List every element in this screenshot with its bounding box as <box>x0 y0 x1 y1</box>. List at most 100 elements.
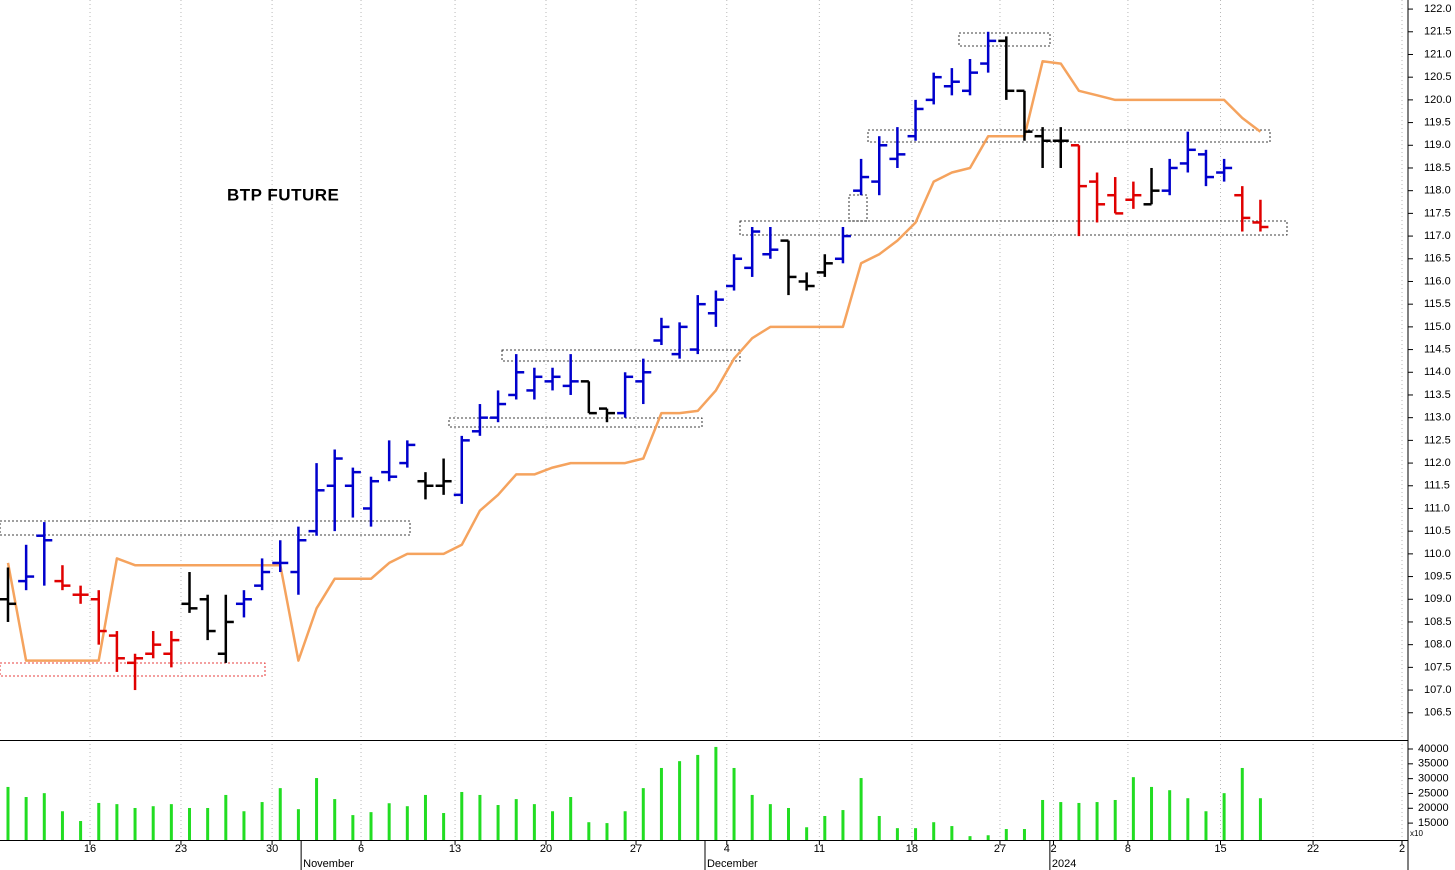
y-tick-label: 118.5 <box>1424 162 1451 174</box>
volume-bar <box>24 797 28 840</box>
volume-bar <box>1240 767 1244 840</box>
ohlc-bar <box>1197 149 1214 187</box>
volume-bar <box>1041 799 1045 840</box>
volume-bar <box>750 794 754 840</box>
y-tick-label: 119.0 <box>1424 139 1451 151</box>
y-tick-label: 35000 <box>1418 758 1449 770</box>
ohlc-bar <box>381 440 398 482</box>
x-tick-label: 6 <box>358 843 364 855</box>
volume-bar <box>659 767 663 840</box>
volume-bar <box>532 804 536 840</box>
ohlc-bar <box>943 68 960 96</box>
x-major-tick-label: December <box>707 858 758 870</box>
ohlc-bar <box>326 449 343 532</box>
ohlc-bar <box>127 653 144 691</box>
ohlc-bar <box>726 254 743 291</box>
x-tick-label: 2 <box>1399 843 1405 855</box>
ohlc-bar <box>72 585 89 604</box>
y-tick-label: 111.0 <box>1424 502 1450 514</box>
range-box <box>0 520 411 536</box>
ohlc-bar <box>1234 186 1251 232</box>
volume-bar <box>1258 798 1262 840</box>
ohlc-bar <box>235 590 252 618</box>
ohlc-bar <box>1052 127 1069 168</box>
volume-bar <box>478 794 482 840</box>
volume-bar <box>587 822 591 840</box>
volume-bar <box>79 821 83 840</box>
ohlc-bar <box>980 31 997 73</box>
volume-axis-note: x10 <box>1410 829 1423 838</box>
volume-bar <box>551 811 555 840</box>
y-tick-label: 25000 <box>1418 787 1449 799</box>
volume-bar <box>986 835 990 840</box>
volume-bar <box>260 802 264 840</box>
ohlc-bar <box>399 440 416 468</box>
ohlc-bar <box>290 526 307 595</box>
ohlc-bar <box>834 226 851 264</box>
volume-bar <box>841 810 845 840</box>
ohlc-bar <box>707 290 724 327</box>
volume-bar <box>333 799 337 840</box>
ohlc-bar <box>36 522 53 586</box>
volume-bar <box>188 807 192 840</box>
ohlc-bar <box>0 567 16 622</box>
range-box <box>739 220 1288 236</box>
ohlc-bar <box>1070 144 1087 237</box>
x-tick-label: 2 <box>1050 843 1056 855</box>
volume-bar <box>805 827 809 840</box>
annotation-boxes <box>0 32 1288 677</box>
volume-bar <box>1059 802 1063 840</box>
volume-bar <box>387 803 391 840</box>
volume-bar <box>732 767 736 840</box>
y-tick-label: 108.0 <box>1424 639 1452 651</box>
volume-bar <box>206 807 210 840</box>
y-tick-label: 107.5 <box>1424 661 1452 673</box>
ohlc-bar <box>308 463 325 536</box>
ohlc-bar <box>108 631 125 672</box>
volume-bar <box>315 778 319 840</box>
x-tick-label: 18 <box>906 843 918 855</box>
volume-bar <box>60 811 64 840</box>
ohlc-bar <box>490 390 507 423</box>
ohlc-bar <box>471 404 488 436</box>
volume-bar <box>169 804 173 840</box>
volume-bar <box>1168 790 1172 840</box>
y-tick-label: 113.5 <box>1424 389 1451 401</box>
x-tick-label: 15 <box>1214 843 1226 855</box>
volume-bar <box>242 811 246 840</box>
x-tick-label: 30 <box>266 843 278 855</box>
volume-bar <box>1186 798 1190 840</box>
y-tick-label: 109.5 <box>1424 570 1452 582</box>
range-box <box>958 32 1051 47</box>
y-tick-label: 115.0 <box>1424 321 1451 333</box>
ohlc-bar <box>1016 89 1033 141</box>
volume-bar <box>1222 793 1226 840</box>
volume-bar <box>151 806 155 840</box>
ohlc-bar <box>90 590 107 645</box>
volume-bar <box>496 805 500 840</box>
volume-bar <box>877 815 881 840</box>
volume-bar <box>442 813 446 840</box>
volume-bar <box>1113 799 1117 840</box>
ohlc-bar <box>762 226 779 259</box>
y-tick-label: 110.0 <box>1424 548 1451 560</box>
volume-bar <box>696 754 700 840</box>
ohlc-bar <box>1034 127 1051 168</box>
volume-bar <box>605 823 609 840</box>
ohlc-bar <box>798 272 815 291</box>
ohlc-bar <box>435 458 452 495</box>
ohlc-bar <box>272 540 289 573</box>
y-tick-label: 112.5 <box>1424 434 1451 446</box>
y-tick-label: 108.5 <box>1424 616 1452 628</box>
volume-bar <box>714 746 718 840</box>
y-tick-label: 115.5 <box>1424 298 1451 310</box>
ohlc-bar <box>1089 172 1106 223</box>
ohlc-bar <box>617 372 634 418</box>
ohlc-bar <box>544 367 561 391</box>
volume-bar <box>97 802 101 840</box>
ohlc-bar <box>199 594 216 641</box>
y-tick-label: 118.0 <box>1424 185 1451 197</box>
ohlc-bar <box>344 467 361 518</box>
ohlc-bar <box>363 476 380 527</box>
